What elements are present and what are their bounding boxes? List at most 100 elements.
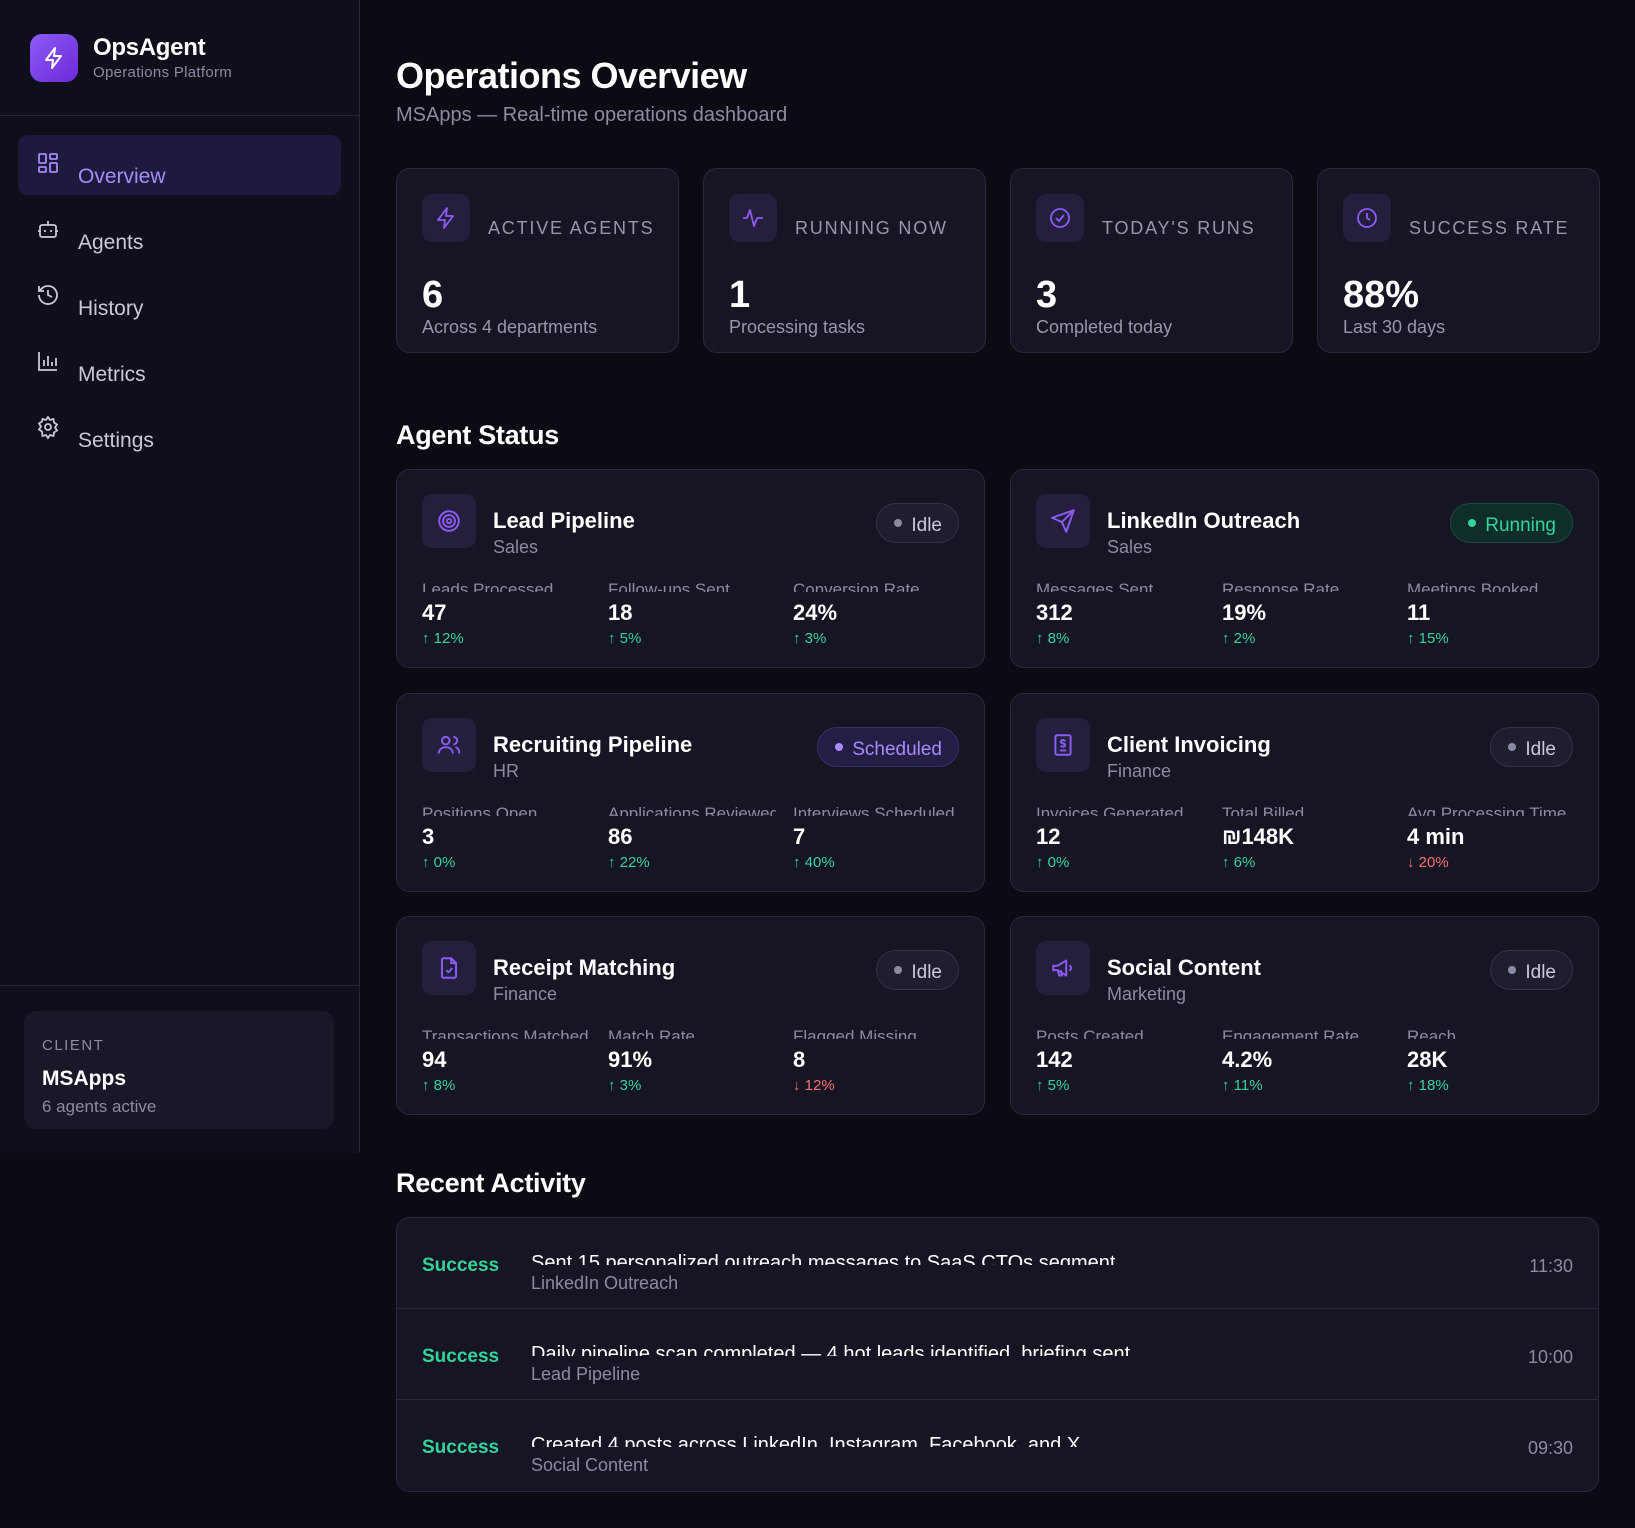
agent-metric: Transactions Matched 94 ↑ 8% <box>422 1025 590 1094</box>
agent-card-lead-pipeline[interactable]: Lead Pipeline Sales Idle Leads Processed… <box>396 469 985 668</box>
activity-time: 11:30 <box>1529 1256 1573 1276</box>
stat-subtitle: Processing tasks <box>729 317 866 337</box>
activity-agent: Social Content <box>531 1455 649 1475</box>
metric-label: Meetings Booked <box>1407 580 1539 592</box>
agent-department: HR <box>493 761 519 781</box>
metric-change: ↑ 18% <box>1407 1077 1449 1094</box>
metric-value: 4.2% <box>1222 1047 1273 1072</box>
agent-name: Client Invoicing <box>1107 732 1271 757</box>
agent-metric: Posts Created 142 ↑ 5% <box>1036 1025 1204 1094</box>
metric-change: ↑ 11% <box>1222 1077 1263 1094</box>
sidebar-item-label: History <box>78 297 144 320</box>
stat-label: ACTIVE AGENTS <box>488 218 655 238</box>
agent-department: Marketing <box>1107 984 1187 1004</box>
metric-change: ↑ 0% <box>422 854 456 871</box>
sidebar-item-settings[interactable]: Settings <box>18 399 341 459</box>
agent-card-recruiting-pipeline[interactable]: Recruiting Pipeline HR Scheduled Positio… <box>396 693 985 892</box>
status-badge: Idle <box>1490 727 1573 767</box>
metric-change: ↑ 8% <box>422 1077 456 1094</box>
agent-metric: Positions Open 3 ↑ 0% <box>422 802 590 871</box>
agent-name: Social Content <box>1107 955 1262 980</box>
metric-value: 4 min <box>1407 824 1465 849</box>
client-name: MSApps <box>42 1067 126 1090</box>
sidebar-item-label: Agents <box>78 231 144 254</box>
sidebar: OpsAgent Operations Platform Overview Ag… <box>0 0 360 1153</box>
sidebar-item-history[interactable]: History <box>18 267 341 327</box>
metric-value: 47 <box>422 600 447 625</box>
agent-metric: Invoices Generated 12 ↑ 0% <box>1036 802 1204 871</box>
metric-label: Engagement Rate <box>1222 1027 1360 1039</box>
agent-name: Lead Pipeline <box>493 508 635 533</box>
agent-department: Sales <box>493 537 539 557</box>
metric-label: Flagged Missing <box>793 1027 917 1039</box>
activity-agent: Lead Pipeline <box>531 1364 641 1384</box>
metric-label: Response Rate <box>1222 580 1340 592</box>
metric-label: Leads Processed <box>422 580 554 592</box>
invoice-icon <box>1036 718 1090 772</box>
metric-value: 312 <box>1036 600 1073 625</box>
stat-value: 88% <box>1343 274 1420 316</box>
metric-change: ↑ 5% <box>608 630 642 647</box>
metric-label: Avg Processing Time <box>1407 804 1567 816</box>
list-item[interactable]: Success Sent 15 personalized outreach me… <box>397 1218 1598 1309</box>
metric-value: 11 <box>1407 600 1431 625</box>
metric-label: Interviews Scheduled <box>793 804 955 816</box>
agent-metric: Follow-ups Sent 18 ↑ 5% <box>608 578 776 647</box>
metric-change: ↑ 3% <box>608 1077 642 1094</box>
metric-label: Reach <box>1407 1027 1457 1039</box>
agent-name: Receipt Matching <box>493 955 676 980</box>
metric-change: ↑ 8% <box>1036 630 1070 647</box>
stat-card-active-agents: ACTIVE AGENTS 6 Across 4 departments <box>396 168 679 353</box>
metric-change: ↑ 40% <box>793 854 835 871</box>
status-badge: Scheduled <box>817 727 959 767</box>
metric-change: ↑ 2% <box>1222 630 1256 647</box>
agent-card-social-content[interactable]: Social Content Marketing Idle Posts Crea… <box>1010 916 1599 1115</box>
stat-label: RUNNING NOW <box>795 218 948 238</box>
robot-icon <box>36 217 60 241</box>
clock-icon <box>1343 194 1391 242</box>
metric-label: Total Billed <box>1222 804 1305 816</box>
brand[interactable]: OpsAgent Operations Platform <box>0 0 359 116</box>
agent-metric: Engagement Rate 4.2% ↑ 11% <box>1222 1025 1390 1094</box>
agent-department: Finance <box>1107 761 1172 781</box>
agent-metric: Applications Reviewed 86 ↑ 22% <box>608 802 776 871</box>
activity-status: Success <box>422 1437 500 1458</box>
stat-label: TODAY'S RUNS <box>1102 218 1256 238</box>
agent-metric: Messages Sent 312 ↑ 8% <box>1036 578 1204 647</box>
list-item[interactable]: Success Created 4 posts across LinkedIn,… <box>397 1400 1598 1491</box>
lightning-icon <box>30 33 78 82</box>
metric-value: 7 <box>793 824 806 849</box>
sidebar-nav: Overview Agents History Metrics Settings <box>0 116 359 459</box>
stat-value: 1 <box>729 274 751 316</box>
agent-card-receipt-matching[interactable]: Receipt Matching Finance Idle Transactio… <box>396 916 985 1115</box>
brand-name: OpsAgent <box>93 34 206 61</box>
list-item[interactable]: Success Daily pipeline scan completed — … <box>397 1309 1598 1400</box>
stat-subtitle: Completed today <box>1036 317 1173 337</box>
stat-value: 6 <box>422 274 444 316</box>
client-card[interactable]: CLIENT MSApps 6 agents active <box>24 1011 334 1129</box>
sidebar-item-overview[interactable]: Overview <box>18 135 341 195</box>
stat-subtitle: Last 30 days <box>1343 317 1446 337</box>
metric-value: 142 <box>1036 1047 1073 1072</box>
metric-value: ₪148K <box>1222 824 1295 849</box>
metric-change: ↑ 15% <box>1407 630 1449 647</box>
sidebar-item-agents[interactable]: Agents <box>18 201 341 261</box>
agent-card-client-invoicing[interactable]: Client Invoicing Finance Idle Invoices G… <box>1010 693 1599 892</box>
sidebar-item-metrics[interactable]: Metrics <box>18 333 341 393</box>
metric-change: ↑ 6% <box>1222 854 1256 871</box>
target-icon <box>422 494 476 548</box>
agent-metric: Meetings Booked 11 ↑ 15% <box>1407 578 1575 647</box>
metric-value: 91% <box>608 1047 653 1072</box>
sidebar-item-label: Settings <box>78 429 154 452</box>
client-label: CLIENT <box>42 1037 105 1054</box>
agent-card-linkedin-outreach[interactable]: LinkedIn Outreach Sales Running Messages… <box>1010 469 1599 668</box>
sidebar-item-label: Metrics <box>78 363 146 386</box>
metric-value: 3 <box>422 824 435 849</box>
metric-change: ↑ 5% <box>1036 1077 1070 1094</box>
agent-status-title: Agent Status <box>396 420 559 450</box>
activity-title: Sent 15 personalized outreach messages t… <box>531 1252 1116 1265</box>
metric-label: Posts Created <box>1036 1027 1144 1039</box>
activity-icon <box>729 194 777 242</box>
activity-title: Daily pipeline scan completed — 4 hot le… <box>531 1343 1131 1356</box>
activity-time: 09:30 <box>1527 1438 1573 1458</box>
